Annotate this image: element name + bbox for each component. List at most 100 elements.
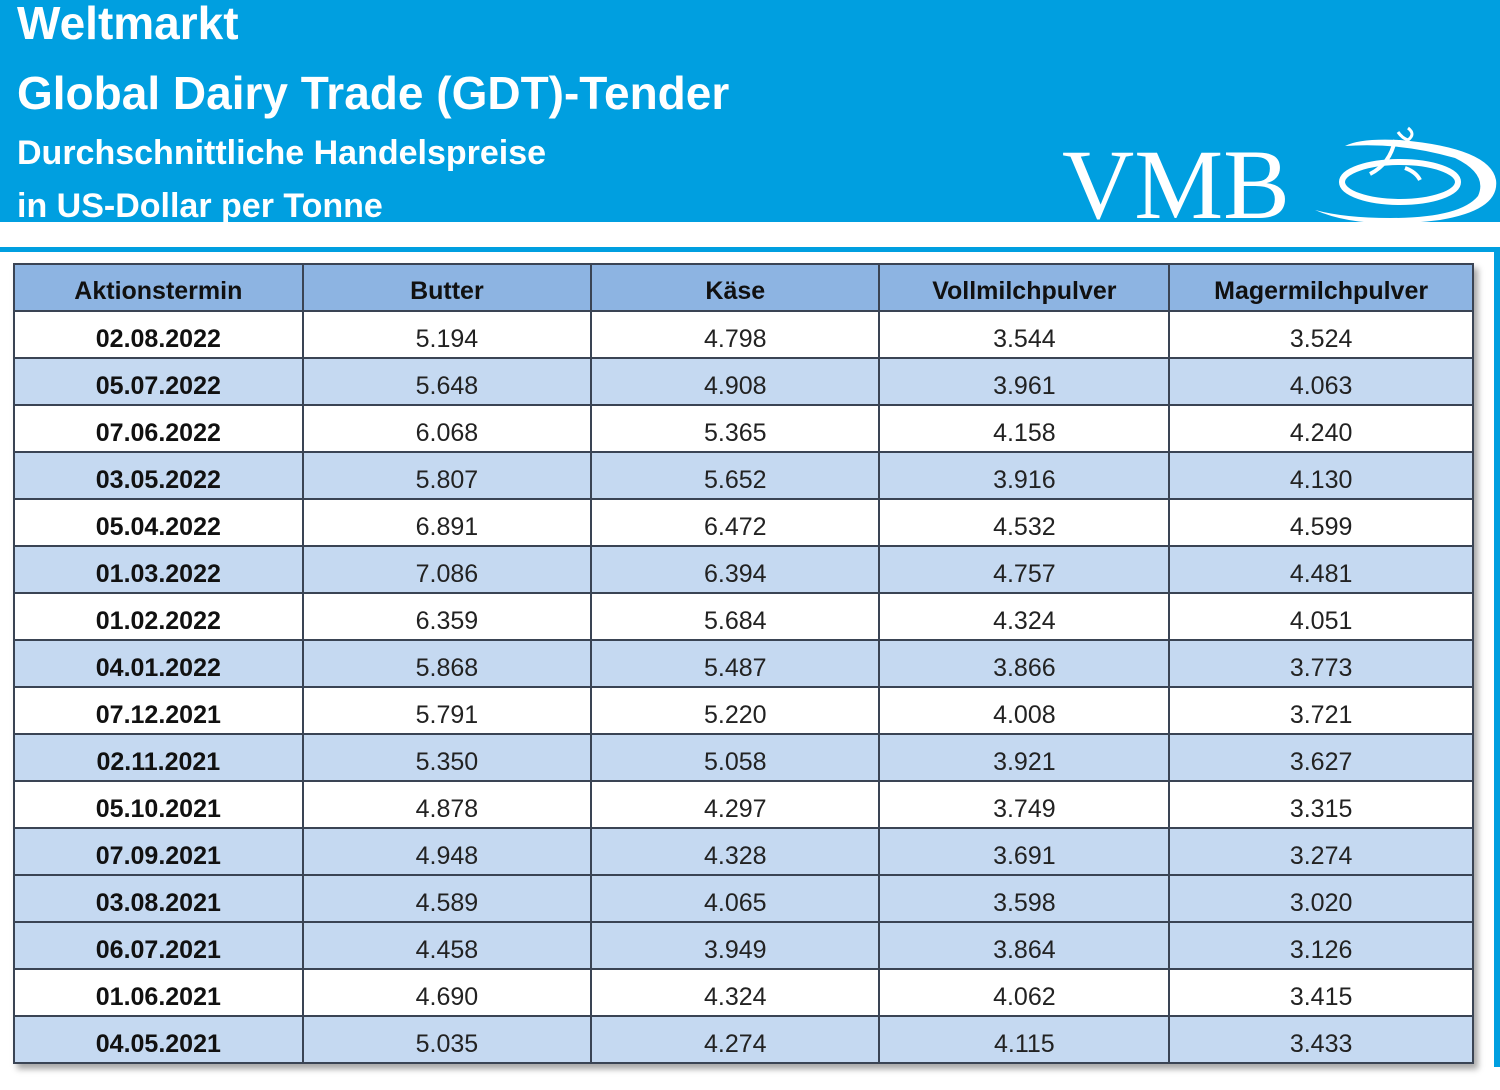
price-cell: 4.878	[301, 780, 593, 829]
price-cell: 4.008	[878, 686, 1171, 735]
subtitle: Durchschnittliche Handelspreise	[17, 134, 547, 172]
price-cell: 7.086	[301, 545, 593, 594]
date-cell: 04.05.2021	[13, 1015, 304, 1064]
table-row: 03.05.2022 5.807 5.652 3.916 4.130	[13, 451, 1474, 500]
table-row: 01.03.2022 7.086 6.394 4.757 4.481	[13, 545, 1474, 594]
price-cell: 4.532	[878, 498, 1171, 547]
date-cell: 07.06.2022	[13, 404, 304, 453]
price-cell: 3.773	[1168, 639, 1474, 688]
price-cell: 4.690	[301, 968, 593, 1017]
price-cell: 5.035	[301, 1015, 593, 1064]
table-row: 07.12.2021 5.791 5.220 4.008 3.721	[13, 686, 1474, 735]
table-row: 04.05.2021 5.035 4.274 4.115 3.433	[13, 1015, 1474, 1064]
price-cell: 4.908	[590, 357, 881, 406]
logo-text: VMB	[1062, 129, 1290, 228]
price-cell: 4.948	[301, 827, 593, 876]
price-cell: 3.866	[878, 639, 1171, 688]
column-header: Butter	[301, 263, 593, 312]
price-cell: 3.524	[1168, 310, 1474, 359]
date-cell: 04.01.2022	[13, 639, 304, 688]
header-banner: Weltmarkt Global Dairy Trade (GDT)-Tende…	[0, 0, 1500, 228]
price-cell: 4.065	[590, 874, 881, 923]
price-cell: 4.458	[301, 921, 593, 970]
price-cell: 4.274	[590, 1015, 881, 1064]
table-row: 01.02.2022 6.359 5.684 4.324 4.051	[13, 592, 1474, 641]
date-cell: 03.08.2021	[13, 874, 304, 923]
table-row: 04.01.2022 5.868 5.487 3.866 3.773	[13, 639, 1474, 688]
price-cell: 4.062	[878, 968, 1171, 1017]
price-cell: 5.058	[590, 733, 881, 782]
table-row: 05.10.2021 4.878 4.297 3.749 3.315	[13, 780, 1474, 829]
price-cell: 3.627	[1168, 733, 1474, 782]
table-row: 02.08.2022 5.194 4.798 3.544 3.524	[13, 310, 1474, 359]
column-header: Vollmilchpulver	[878, 263, 1171, 312]
date-cell: 05.04.2022	[13, 498, 304, 547]
price-cell: 5.652	[590, 451, 881, 500]
date-cell: 01.06.2021	[13, 968, 304, 1017]
price-cell: 4.240	[1168, 404, 1474, 453]
price-cell: 4.158	[878, 404, 1171, 453]
title-gdt: Global Dairy Trade (GDT)-Tender	[17, 67, 730, 119]
price-cell: 4.481	[1168, 545, 1474, 594]
vmb-logo: VMB	[1062, 126, 1497, 228]
date-cell: 05.10.2021	[13, 780, 304, 829]
date-cell: 01.03.2022	[13, 545, 304, 594]
price-cell: 6.068	[301, 404, 593, 453]
price-cell: 4.115	[878, 1015, 1171, 1064]
price-cell: 4.130	[1168, 451, 1474, 500]
frame-border-top	[0, 247, 1500, 252]
price-cell: 4.589	[301, 874, 593, 923]
price-cell: 3.274	[1168, 827, 1474, 876]
table-row: 05.07.2022 5.648 4.908 3.961 4.063	[13, 357, 1474, 406]
price-cell: 3.315	[1168, 780, 1474, 829]
price-cell: 3.916	[878, 451, 1171, 500]
price-cell: 4.328	[590, 827, 881, 876]
price-cell: 4.051	[1168, 592, 1474, 641]
frame-border-right	[1494, 247, 1500, 1067]
table-row: 07.06.2022 6.068 5.365 4.158 4.240	[13, 404, 1474, 453]
price-cell: 5.868	[301, 639, 593, 688]
price-cell: 3.721	[1168, 686, 1474, 735]
date-cell: 03.05.2022	[13, 451, 304, 500]
table-row: 03.08.2021 4.589 4.065 3.598 3.020	[13, 874, 1474, 923]
date-cell: 07.09.2021	[13, 827, 304, 876]
price-cell: 5.365	[590, 404, 881, 453]
title-weltmarkt: Weltmarkt	[17, 0, 239, 49]
column-header: Magermilchpulver	[1168, 263, 1474, 312]
price-cell: 5.791	[301, 686, 593, 735]
price-cell: 5.807	[301, 451, 593, 500]
price-cell: 4.599	[1168, 498, 1474, 547]
date-cell: 06.07.2021	[13, 921, 304, 970]
price-cell: 3.415	[1168, 968, 1474, 1017]
price-cell: 3.921	[878, 733, 1171, 782]
table-row: 07.09.2021 4.948 4.328 3.691 3.274	[13, 827, 1474, 876]
table-row: 06.07.2021 4.458 3.949 3.864 3.126	[13, 921, 1474, 970]
price-cell: 4.324	[590, 968, 881, 1017]
price-cell: 4.798	[590, 310, 881, 359]
price-cell: 5.684	[590, 592, 881, 641]
date-cell: 02.11.2021	[13, 733, 304, 782]
price-cell: 5.487	[590, 639, 881, 688]
price-cell: 5.194	[301, 310, 593, 359]
date-cell: 02.08.2022	[13, 310, 304, 359]
price-cell: 5.350	[301, 733, 593, 782]
subtitle-unit: in US-Dollar per Tonne	[17, 187, 383, 225]
date-cell: 05.07.2022	[13, 357, 304, 406]
gdt-price-table: Aktionstermin Butter Käse Vollmilchpulver Ma…	[13, 263, 1474, 1064]
date-cell: 07.12.2021	[13, 686, 304, 735]
price-cell: 6.359	[301, 592, 593, 641]
table-row: 01.06.2021 4.690 4.324 4.062 3.415	[13, 968, 1474, 1017]
price-cell: 4.063	[1168, 357, 1474, 406]
column-header: Käse	[590, 263, 881, 312]
price-cell: 4.324	[878, 592, 1171, 641]
price-cell: 3.598	[878, 874, 1171, 923]
price-cell: 6.472	[590, 498, 881, 547]
table-row: 02.11.2021 5.350 5.058 3.921 3.627	[13, 733, 1474, 782]
price-cell: 4.757	[878, 545, 1171, 594]
date-cell: 01.02.2022	[13, 592, 304, 641]
price-cell: 5.220	[590, 686, 881, 735]
price-cell: 3.961	[878, 357, 1171, 406]
table-header-row: Aktionstermin Butter Käse Vollmilchpulver Ma…	[13, 263, 1474, 312]
table-row: 05.04.2022 6.891 6.472 4.532 4.599	[13, 498, 1474, 547]
price-cell: 3.433	[1168, 1015, 1474, 1064]
